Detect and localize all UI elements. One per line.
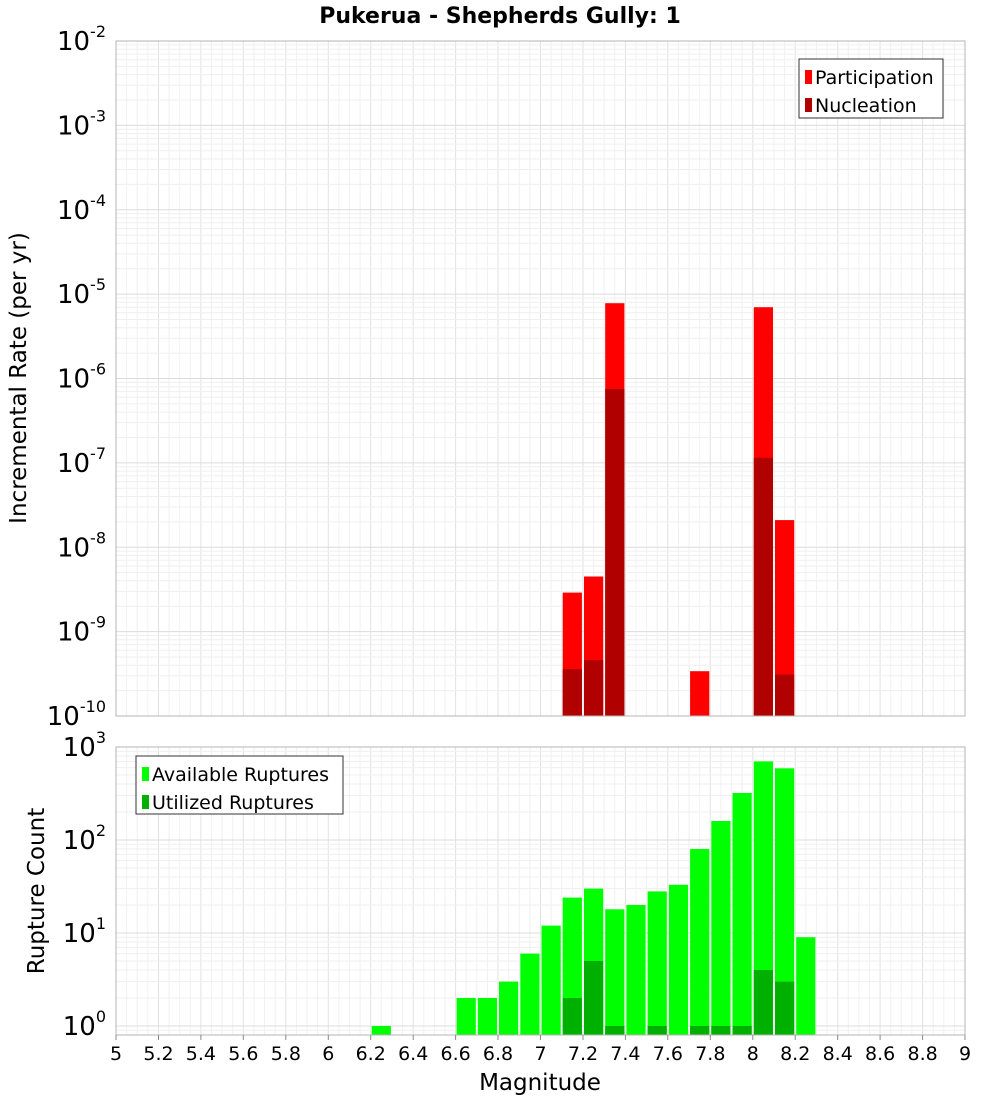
count-bar-total xyxy=(605,909,625,1035)
x-tick-label: 9 xyxy=(959,1043,971,1065)
count-bar-total xyxy=(711,821,731,1035)
x-tick-label: 5.6 xyxy=(228,1043,258,1065)
count-grid xyxy=(115,747,966,1036)
legend-label: Nucleation xyxy=(815,95,917,117)
x-tick-label: 5 xyxy=(110,1043,122,1065)
x-tick-label: 5.2 xyxy=(143,1043,173,1065)
y-tick-label: 10-6 xyxy=(57,360,106,395)
legend-swatch xyxy=(142,767,149,781)
count-legend: Available Ruptures Utilized Ruptures xyxy=(135,755,344,815)
y-tick-label: 101 xyxy=(63,914,106,949)
rate-plot-border xyxy=(115,40,966,717)
rate-legend: Participation Nucleation xyxy=(798,58,944,119)
y-tick-label: 10-3 xyxy=(57,106,106,141)
count-y-ticks: 100 101 102 103 xyxy=(63,728,106,1042)
rate-bar-subset xyxy=(775,674,795,716)
x-tick-label: 8.8 xyxy=(907,1043,937,1065)
count-bar-subset xyxy=(690,1026,710,1035)
count-y-axis-label: Rupture Count xyxy=(24,808,50,974)
count-panel: 100 101 102 103 5 5.2 5.4 5.6 5.8 6 6.2 6.4 6.6 6.8 7… xyxy=(24,728,971,1096)
y-tick-label: 103 xyxy=(63,728,106,763)
magnitude-x-ticks: 5 5.2 5.4 5.6 5.8 6 6.2 6.4 6.6 6.8 7 7.2 7.4 7.6 7.8 8… xyxy=(110,1035,971,1065)
x-tick-label: 6.6 xyxy=(440,1043,470,1065)
legend-swatch xyxy=(805,98,812,112)
x-tick-label: 7 xyxy=(534,1043,546,1065)
count-bar-total xyxy=(647,891,667,1035)
count-bar-subset xyxy=(775,981,795,1035)
figure-title: Pukerua - Shepherds Gully: 1 xyxy=(319,4,681,29)
x-tick-label: 6.4 xyxy=(398,1043,428,1065)
count-bar-total xyxy=(626,905,646,1035)
legend-box xyxy=(135,755,344,815)
y-tick-label: 10-4 xyxy=(57,191,106,226)
rate-bar-total xyxy=(775,520,795,716)
y-tick-label: 10-5 xyxy=(57,275,106,310)
legend-label: Available Ruptures xyxy=(152,764,329,786)
count-bar-subset xyxy=(647,1026,667,1035)
y-tick-label: 10-7 xyxy=(57,444,106,479)
rate-y-axis-label: Incremental Rate (per yr) xyxy=(6,232,32,524)
legend-swatch xyxy=(805,70,812,84)
x-tick-label: 7.4 xyxy=(610,1043,640,1065)
rate-panel: 10-10 10-9 10-8 10-7 10-6 10-5 10-4 10-3 10-2 In… xyxy=(6,22,966,732)
count-bar-subset xyxy=(732,1026,752,1035)
x-tick-label: 6.8 xyxy=(483,1043,513,1065)
y-tick-label: 10-9 xyxy=(57,613,106,648)
rate-grid xyxy=(115,41,966,717)
y-tick-label: 100 xyxy=(63,1007,106,1042)
y-tick-label: 10-10 xyxy=(47,697,106,732)
count-bar-total xyxy=(477,998,497,1035)
count-bar-subset xyxy=(753,970,773,1035)
x-tick-label: 7.8 xyxy=(695,1043,725,1065)
count-bar-total xyxy=(732,793,752,1035)
rate-bar-total xyxy=(690,671,710,716)
count-bar-total xyxy=(371,1026,391,1035)
legend-box xyxy=(798,58,944,119)
x-tick-label: 8 xyxy=(747,1043,759,1065)
rate-y-ticks: 10-10 10-9 10-8 10-7 10-6 10-5 10-4 10-3 10-2 xyxy=(47,22,106,732)
count-bar-total xyxy=(796,937,816,1035)
y-tick-label: 10-8 xyxy=(57,528,106,563)
x-tick-label: 6 xyxy=(322,1043,334,1065)
x-tick-label: 7.6 xyxy=(653,1043,683,1065)
count-bar-subset xyxy=(605,1026,625,1035)
x-tick-label: 8.4 xyxy=(823,1043,853,1065)
count-bar-total xyxy=(541,925,561,1035)
count-bar-total xyxy=(668,884,689,1035)
legend-label: Participation xyxy=(815,67,934,89)
x-tick-label: 8.2 xyxy=(780,1043,810,1065)
count-bar-subset xyxy=(584,961,604,1035)
y-tick-label: 10-2 xyxy=(57,22,106,57)
count-bar-total xyxy=(690,849,710,1035)
x-tick-label: 8.6 xyxy=(865,1043,895,1065)
count-bar-subset xyxy=(562,998,582,1035)
magnitude-x-axis-label: Magnitude xyxy=(479,1070,601,1096)
rate-bar-subset xyxy=(605,389,625,716)
x-tick-label: 5.8 xyxy=(271,1043,301,1065)
count-bar-total xyxy=(456,998,476,1035)
count-bar-total xyxy=(520,953,540,1035)
x-tick-label: 7.2 xyxy=(568,1043,598,1065)
x-tick-label: 5.4 xyxy=(186,1043,216,1065)
count-bars xyxy=(371,761,816,1035)
x-tick-label: 6.2 xyxy=(356,1043,386,1065)
count-bar-total xyxy=(775,768,795,1035)
legend-label: Utilized Ruptures xyxy=(152,792,314,814)
rate-bar-subset xyxy=(562,669,582,716)
rate-bar-subset xyxy=(584,660,604,716)
count-bar-total xyxy=(753,761,773,1035)
count-bar-total xyxy=(499,981,519,1035)
y-tick-label: 102 xyxy=(63,821,106,856)
legend-swatch xyxy=(142,795,149,809)
rate-bar-subset xyxy=(753,457,773,716)
count-bar-subset xyxy=(711,1026,731,1035)
rate-bars xyxy=(562,303,795,716)
